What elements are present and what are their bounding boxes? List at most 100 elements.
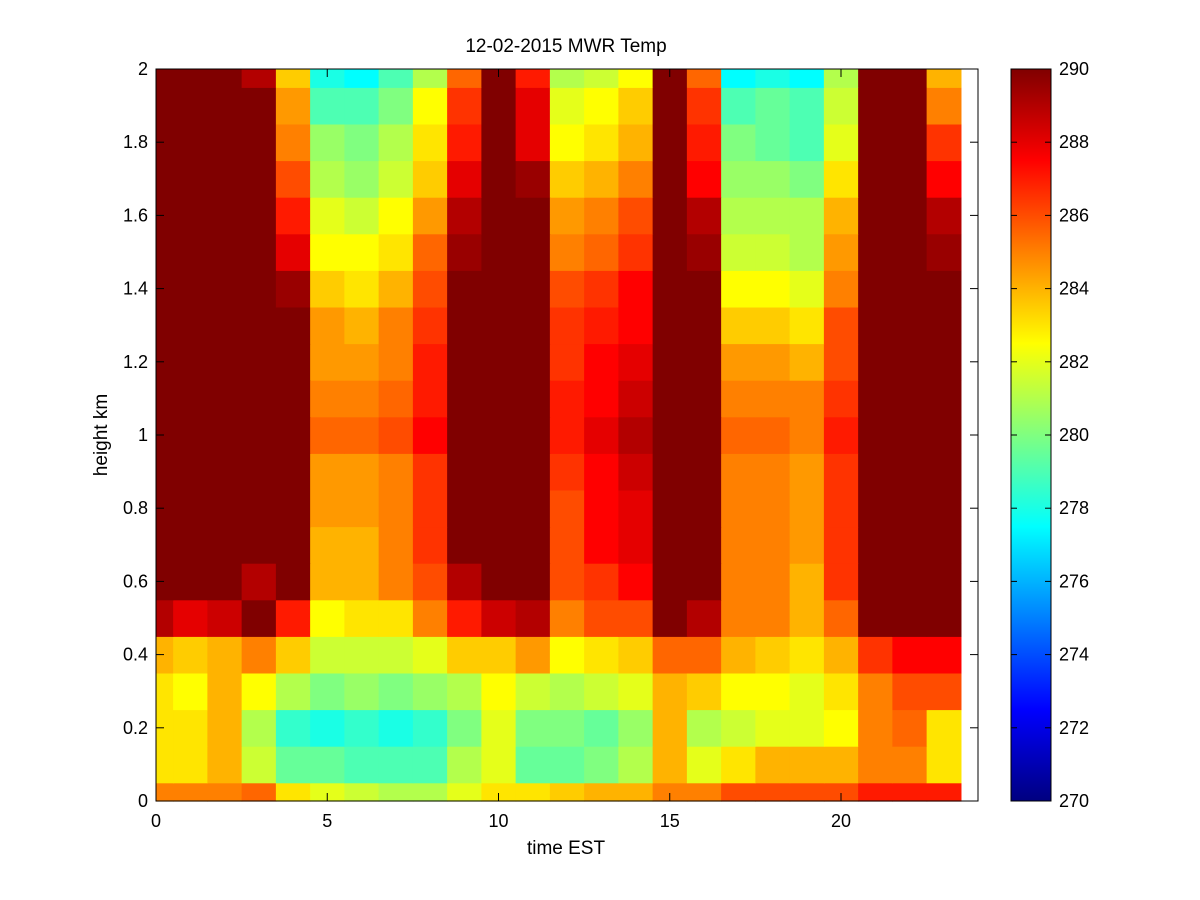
heatmap-cell (686, 709, 722, 747)
heatmap-cell (686, 197, 722, 235)
heatmap-cell (755, 526, 791, 564)
heatmap-cell (549, 453, 585, 491)
heatmap-cell (275, 270, 311, 308)
heatmap-cell (721, 782, 756, 802)
heatmap-cell (310, 270, 345, 308)
heatmap-cell (652, 636, 688, 674)
heatmap-cell (378, 123, 414, 162)
x-tick-label: 0 (151, 811, 161, 831)
heatmap-cell (378, 233, 414, 271)
x-tick-label: 5 (322, 811, 332, 831)
heatmap-cell (207, 233, 243, 271)
heatmap-cell (686, 69, 722, 88)
heatmap-cell (156, 233, 174, 271)
heatmap-cell (481, 197, 517, 235)
heatmap-cell (823, 782, 859, 802)
heatmap-cell (549, 526, 585, 564)
heatmap-cell (549, 782, 585, 802)
heatmap-cell (156, 69, 174, 88)
heatmap-cell (721, 87, 756, 125)
heatmap-cell (789, 306, 825, 345)
heatmap-cell (481, 87, 517, 125)
colorbar-tick-label: 278 (1059, 498, 1089, 518)
heatmap-cell (241, 636, 277, 674)
heatmap-cell (344, 526, 380, 564)
heatmap-cell (275, 599, 311, 637)
heatmap-cell (584, 380, 619, 418)
heatmap-cell (241, 87, 277, 125)
heatmap-cell (549, 489, 585, 528)
heatmap-cell (275, 672, 311, 711)
heatmap-cell (618, 489, 654, 528)
heatmap-cell (275, 526, 311, 564)
heatmap-cell (755, 306, 791, 345)
heatmap-cell (823, 123, 859, 162)
heatmap-cell (823, 87, 859, 125)
heatmap-cell (378, 526, 414, 564)
heatmap-cell (275, 306, 311, 345)
heatmap-cell (207, 416, 243, 454)
heatmap-cell (447, 526, 482, 564)
heatmap-cell (755, 782, 791, 802)
heatmap-cell (755, 416, 791, 454)
heatmap-cell (241, 270, 277, 308)
heatmap-cell (156, 416, 174, 454)
heatmap-cell (892, 87, 928, 125)
heatmap-cell (926, 563, 962, 601)
heatmap-cell (823, 380, 859, 418)
x-axis: 0 5 10 15 20 (151, 69, 851, 831)
y-tick-label: 2 (138, 59, 148, 79)
heatmap-cell (515, 270, 551, 308)
heatmap-cell (344, 197, 380, 235)
heatmap-cell (344, 709, 380, 747)
heatmap-cell (515, 87, 551, 125)
heatmap-cell (241, 160, 277, 198)
heatmap-cell (173, 709, 208, 747)
heatmap-cell (447, 380, 482, 418)
heatmap-cell (618, 69, 654, 88)
heatmap-cell (515, 636, 551, 674)
heatmap-cell (789, 489, 825, 528)
heatmap-cell (549, 416, 585, 454)
heatmap-cell (156, 160, 174, 198)
heatmap-cell (310, 123, 345, 162)
heatmap-cell (275, 782, 311, 802)
heatmap-cell (241, 197, 277, 235)
heatmap-cell (652, 526, 688, 564)
heatmap-cell (584, 233, 619, 271)
heatmap-cell (549, 599, 585, 637)
heatmap-cell (789, 672, 825, 711)
heatmap-cell (173, 489, 208, 528)
heatmap-cell (515, 160, 551, 198)
heatmap-cell (412, 709, 448, 747)
heatmap-cell (378, 489, 414, 528)
heatmap-cell (310, 489, 345, 528)
heatmap-cell (926, 343, 962, 381)
heatmap-cell (275, 123, 311, 162)
heatmap-cell (412, 160, 448, 198)
heatmap-cell (207, 453, 243, 491)
heatmap-cell (412, 672, 448, 711)
heatmap-cell (926, 782, 962, 802)
heatmap-cell (686, 782, 722, 802)
heatmap-cell (549, 563, 585, 601)
heatmap-cell (207, 636, 243, 674)
heatmap-cell (789, 380, 825, 418)
colorbar-tick-label: 272 (1059, 718, 1089, 738)
x-axis-title: time EST (527, 838, 606, 859)
heatmap-cell (173, 160, 208, 198)
heatmap-cell (892, 453, 928, 491)
heatmap-cell (156, 672, 174, 711)
heatmap-cell (926, 380, 962, 418)
heatmap-cell (481, 380, 517, 418)
heatmap-cell (858, 453, 893, 491)
heatmap-cell (652, 160, 688, 198)
heatmap-cell (378, 709, 414, 747)
heatmap-cell (156, 489, 174, 528)
heatmap-cell (275, 197, 311, 235)
heatmap-cell (858, 343, 893, 381)
heatmap-cell (721, 746, 756, 784)
heatmap-cell (515, 123, 551, 162)
heatmap-cell (310, 87, 345, 125)
heatmap-cell (823, 416, 859, 454)
